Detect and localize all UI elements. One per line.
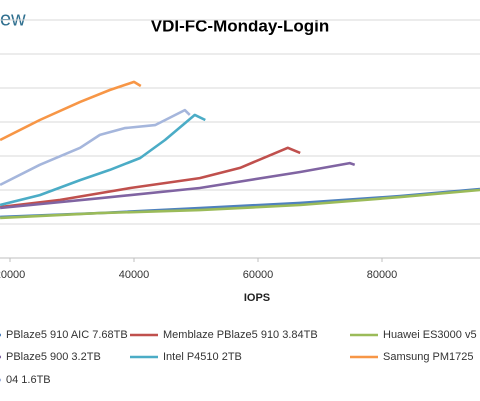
series-line <box>0 80 142 142</box>
x-tick-label: 60000 <box>243 269 274 281</box>
series-line <box>0 113 206 207</box>
logo: ew <box>0 8 26 30</box>
legend-label: Memblaze PBlaze5 910 3.84TB <box>163 329 318 341</box>
series-line <box>0 187 480 219</box>
x-tick-label: 20000 <box>0 269 25 281</box>
chart-title: VDI-FC-Monday-Login <box>151 16 329 35</box>
series-line <box>0 161 356 210</box>
legend-label: Samsung PM1725 <box>383 351 474 363</box>
legend-label: Intel P4510 2TB <box>163 351 242 363</box>
legend-label: PBlaze5 900 3.2TB <box>6 351 101 363</box>
x-tick-label: 40000 <box>119 269 150 281</box>
legend-label: PBlaze5 910 AIC 7.68TB <box>6 329 128 341</box>
x-tick-label: 80000 <box>367 269 398 281</box>
x-axis-label: IOPS <box>244 292 270 304</box>
series-line <box>0 146 301 209</box>
series-line <box>0 108 191 187</box>
legend-label: 04 1.6TB <box>6 374 51 386</box>
series-line <box>0 188 480 220</box>
plot-area <box>0 80 480 220</box>
legend-label: Huawei ES3000 v5 <box>383 329 477 341</box>
